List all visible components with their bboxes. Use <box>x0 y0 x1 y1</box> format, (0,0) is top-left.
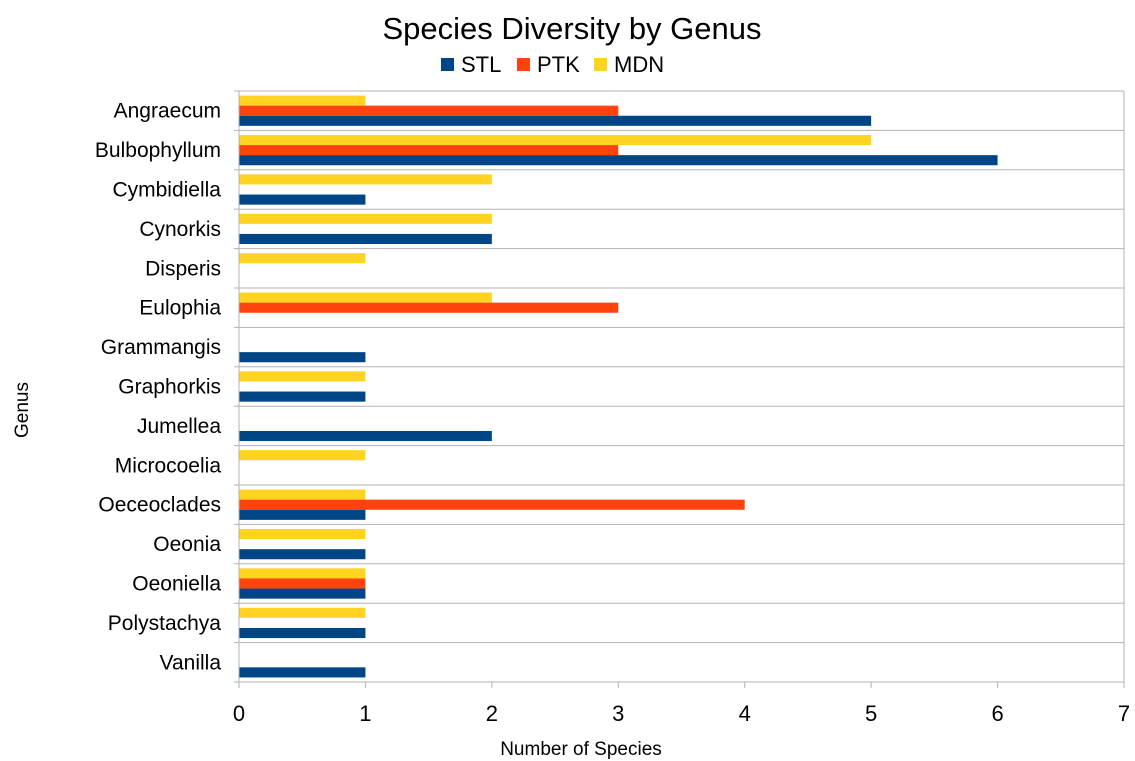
category-label: Oeoniella <box>132 573 221 596</box>
bar-mdn-cynorkis <box>239 213 492 224</box>
bar-mdn-bulbophyllum <box>239 134 872 146</box>
bar-mdn-oeceoclades <box>239 489 366 500</box>
legend-swatch-ptk <box>517 58 530 71</box>
bar-mdn-angraecum <box>239 95 366 106</box>
bar-stl-jumellea <box>239 430 492 442</box>
bar-stl-oeonia <box>239 549 366 560</box>
grid-lines <box>239 90 1124 683</box>
axes <box>234 90 1125 688</box>
x-tick-label: 1 <box>359 701 371 726</box>
bar-mdn-oeoniella <box>239 568 366 579</box>
bar-stl-polystachya <box>239 627 366 639</box>
bar-mdn-oeonia <box>239 528 366 540</box>
bar-stl-bulbophyllum <box>239 155 998 166</box>
category-label: Vanilla <box>160 651 222 674</box>
legend-swatch-stl <box>441 58 454 71</box>
chart-title: Species Diversity by Genus <box>382 11 761 46</box>
category-label: Grammangis <box>101 336 221 359</box>
category-label: Polystachya <box>108 612 222 635</box>
bar-stl-vanilla <box>239 667 366 678</box>
legend-label-stl: STL <box>461 52 501 77</box>
legend-label-mdn: MDN <box>614 52 664 77</box>
category-label: Oeceoclades <box>98 494 221 517</box>
category-label: Cymbidiella <box>112 179 221 202</box>
bar-mdn-graphorkis <box>239 371 366 382</box>
category-label: Angraecum <box>114 100 221 123</box>
x-tick-label: 7 <box>1118 701 1130 726</box>
bar-stl-angraecum <box>239 115 872 126</box>
category-label: Jumellea <box>137 415 221 438</box>
x-axis-title: Number of Species <box>500 739 662 760</box>
legend-label-ptk: PTK <box>537 52 580 77</box>
bar-stl-grammangis <box>239 352 366 363</box>
x-tick-label: 0 <box>233 701 245 726</box>
x-tick-label: 4 <box>739 701 751 726</box>
category-label: Disperis <box>145 257 221 280</box>
bar-mdn-polystachya <box>239 607 366 618</box>
x-tick-label: 5 <box>865 701 877 726</box>
legend-swatch-mdn <box>594 58 607 71</box>
bar-stl-oeceoclades <box>239 509 366 520</box>
x-tick-labels: 0 1 2 3 4 5 6 7 <box>233 701 1130 726</box>
category-label: Graphorkis <box>118 376 221 399</box>
bar-ptk-oeceoclades <box>239 499 745 510</box>
bar-ptk-eulophia <box>239 302 619 313</box>
category-label: Oeonia <box>153 533 221 556</box>
category-label: Bulbophyllum <box>95 139 221 162</box>
x-tick-label: 2 <box>486 701 498 726</box>
bar-mdn-microcoelia <box>239 450 366 461</box>
bar-ptk-bulbophyllum <box>239 145 619 156</box>
bar-stl-oeoniella <box>239 588 366 599</box>
x-tick-label: 3 <box>612 701 624 726</box>
category-labels: Angraecum Bulbophyllum Cymbidiella Cynorkis… <box>95 100 221 675</box>
bar-ptk-oeoniella <box>239 578 366 589</box>
bar-stl-graphorkis <box>239 391 366 402</box>
category-label: Cynorkis <box>139 218 221 241</box>
x-tick-label: 6 <box>991 701 1003 726</box>
bar-mdn-cymbidiella <box>239 174 492 185</box>
y-axis-title: Genus <box>12 382 33 438</box>
bar-ptk-angraecum <box>239 105 619 116</box>
bar-stl-cymbidiella <box>239 194 366 205</box>
bar-stl-cynorkis <box>239 233 492 245</box>
category-label: Eulophia <box>139 297 221 320</box>
bar-mdn-disperis <box>239 253 366 264</box>
bars <box>239 95 998 678</box>
category-label: Microcoelia <box>115 454 222 477</box>
legend: STL PTK MDN <box>441 52 664 77</box>
bar-mdn-eulophia <box>239 292 492 303</box>
